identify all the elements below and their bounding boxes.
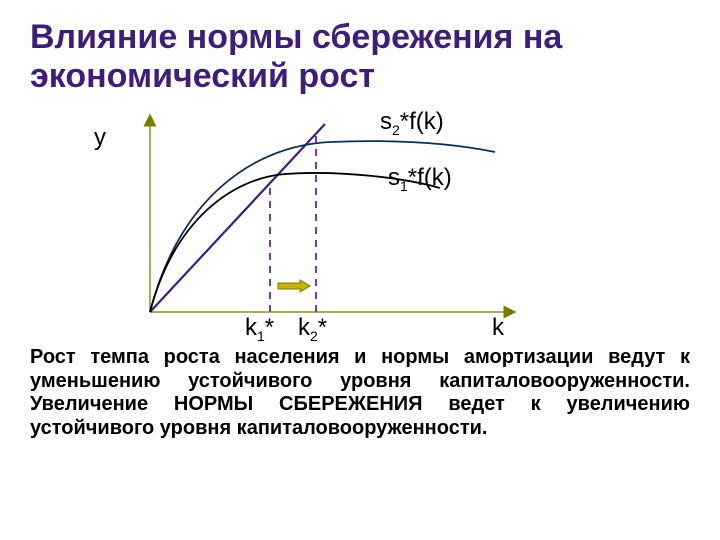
slide: Влияние нормы сбережения на экономически… [0, 0, 720, 540]
x-axis-label: k [492, 314, 504, 342]
k2-label: k2* [298, 314, 327, 344]
slide-title: Влияние нормы сбережения на экономически… [30, 18, 690, 96]
y-axis-label: y [94, 124, 106, 152]
k1-label: k1* [245, 314, 274, 344]
chart-svg [100, 102, 580, 342]
chart-area: y s2*f(k) s1*f(k) k1* k2* k [100, 102, 580, 342]
curve-s1-label: s1*f(k) [388, 164, 452, 194]
body-text: Рост темпа роста населения и нормы аморт… [30, 346, 690, 440]
curve-s2-label: s2*f(k) [380, 108, 444, 138]
